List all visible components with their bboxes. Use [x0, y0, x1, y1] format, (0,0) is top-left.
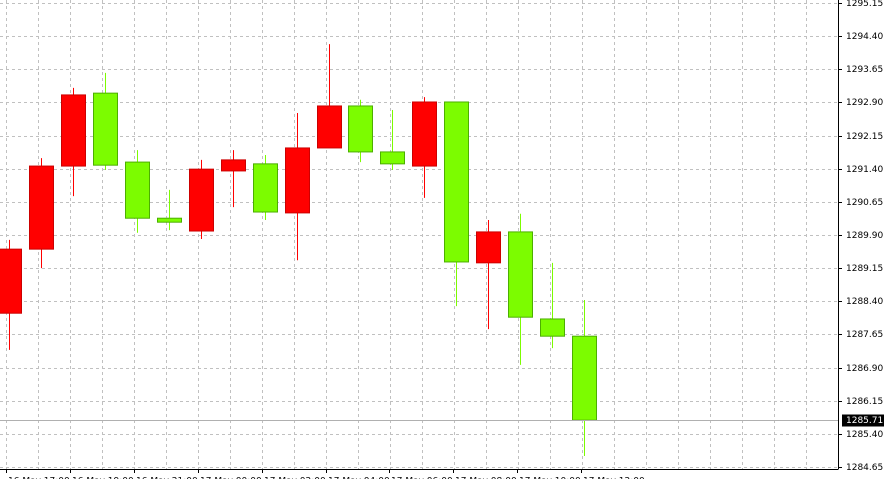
y-tick-label: 1284.65 — [846, 463, 883, 473]
y-tick-label: 1295.15 — [846, 0, 883, 9]
candle-body — [189, 168, 214, 232]
candle-body — [572, 335, 597, 421]
last-price-box — [842, 414, 884, 427]
x-tick-label: 17 May 12:00 — [583, 477, 645, 479]
candle-body — [476, 231, 501, 264]
candle-body — [125, 161, 150, 219]
candle-body — [317, 105, 342, 149]
candle-body — [540, 318, 565, 337]
y-tick-label: 1294.40 — [846, 32, 883, 42]
candle-body — [253, 163, 278, 213]
x-tick-label: 17 May 10:00 — [519, 477, 581, 479]
candle-body — [348, 105, 373, 153]
x-tick-label: 17 May 06:00 — [391, 477, 453, 479]
x-tick-label: 16 May 19:00 — [72, 477, 134, 479]
x-tick-label: 17 May 00:00 — [200, 477, 262, 479]
x-tick-label: 16 May 21:00 — [136, 477, 198, 479]
last-price-label: 1285.71 — [846, 416, 883, 426]
y-tick-label: 1292.15 — [846, 132, 883, 142]
candle-body — [0, 248, 22, 314]
y-tick-label: 1286.90 — [846, 364, 883, 374]
x-tick-label: 17 May 04:00 — [328, 477, 390, 479]
plot — [0, 44, 597, 456]
y-tick-label: 1290.65 — [846, 198, 883, 208]
candle-body — [285, 147, 310, 214]
y-tick-label: 1287.65 — [846, 330, 883, 340]
candle-body — [29, 165, 54, 250]
y-tick-label: 1289.90 — [846, 231, 883, 241]
candle-body — [412, 101, 437, 167]
y-tick-label: 1285.40 — [846, 430, 883, 440]
candle-body — [61, 94, 86, 167]
candle-body — [157, 217, 182, 223]
y-tick-label: 1289.15 — [846, 264, 883, 274]
y-tick-label: 1288.40 — [846, 297, 883, 307]
y-tick-label: 1286.15 — [846, 397, 883, 407]
y-tick-label: 1291.40 — [846, 165, 883, 175]
y-tick-label: 1293.65 — [846, 65, 883, 75]
candle-body — [508, 231, 533, 318]
candle-body — [221, 159, 246, 172]
y-tick-label: 1292.90 — [846, 98, 883, 108]
x-tick-label: 17 May 08:00 — [455, 477, 517, 479]
candle-body — [444, 101, 469, 263]
x-tick-label: 17 May 02:00 — [264, 477, 326, 479]
x-tick-label: 16 May 17:00 — [8, 477, 70, 479]
candle-body — [380, 151, 405, 165]
candle-body — [93, 92, 118, 166]
